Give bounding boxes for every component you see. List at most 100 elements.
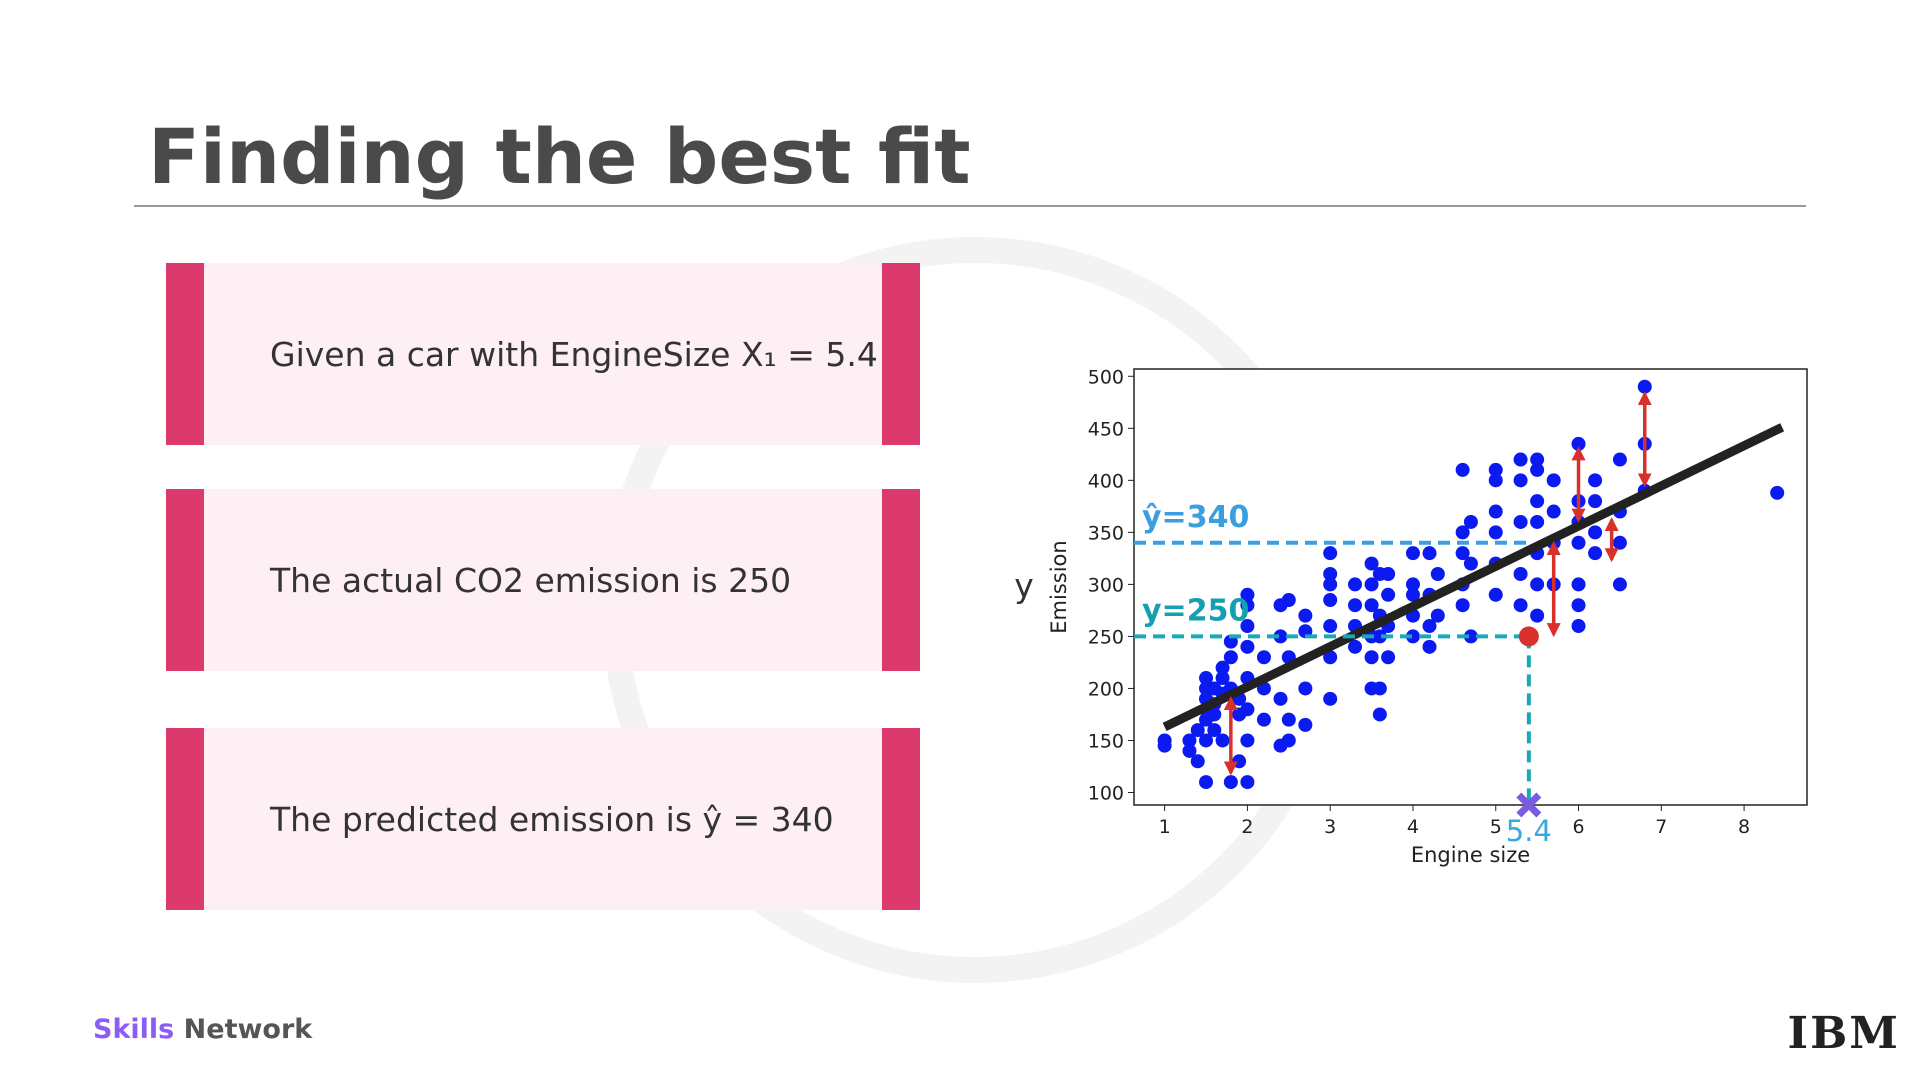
x-marker xyxy=(1516,792,1542,818)
y-tick-label: 250 xyxy=(1088,626,1124,648)
y-tick-label: 100 xyxy=(1088,783,1124,805)
point xyxy=(1588,473,1603,488)
x-tick-label: 2 xyxy=(1241,816,1253,838)
point xyxy=(1612,452,1627,467)
point xyxy=(1372,629,1387,644)
point xyxy=(1637,379,1652,394)
point xyxy=(1588,494,1603,509)
point xyxy=(1364,650,1379,665)
point xyxy=(1157,738,1172,753)
actual-point xyxy=(1518,626,1539,647)
point xyxy=(1281,593,1296,608)
point xyxy=(1546,473,1561,488)
point xyxy=(1612,577,1627,592)
point xyxy=(1240,733,1255,748)
point xyxy=(1298,681,1313,696)
point xyxy=(1240,775,1255,790)
x-marker-label: 5.4 xyxy=(1506,814,1552,848)
point xyxy=(1488,473,1503,488)
brand-network: Network xyxy=(183,1014,313,1045)
x-tick-label: 7 xyxy=(1655,816,1667,838)
ibm-logo: IBM xyxy=(1787,1008,1900,1059)
point xyxy=(1215,660,1230,675)
point xyxy=(1430,566,1445,581)
y-tick-label: 150 xyxy=(1088,730,1124,752)
point xyxy=(1455,525,1470,540)
info-box: The actual CO2 emission is 250 xyxy=(166,489,920,671)
x-tick-label: 3 xyxy=(1324,816,1336,838)
point xyxy=(1488,525,1503,540)
point xyxy=(1348,577,1363,592)
point xyxy=(1513,566,1528,581)
slide-title: Finding the best fit xyxy=(148,112,971,201)
point xyxy=(1488,587,1503,602)
point xyxy=(1199,733,1214,748)
point xyxy=(1405,577,1420,592)
point xyxy=(1273,691,1288,706)
point xyxy=(1612,535,1627,550)
point xyxy=(1323,566,1338,581)
y-axis-label: Emission xyxy=(1047,540,1071,633)
point xyxy=(1281,733,1296,748)
y-tick-label: 500 xyxy=(1088,366,1124,388)
point xyxy=(1513,514,1528,529)
point xyxy=(1463,514,1478,529)
point xyxy=(1182,733,1197,748)
point xyxy=(1381,587,1396,602)
y-tick-label: 200 xyxy=(1088,678,1124,700)
point xyxy=(1298,608,1313,623)
y-tick-label: 450 xyxy=(1088,418,1124,440)
y-tick-label: 400 xyxy=(1088,470,1124,492)
point xyxy=(1513,452,1528,467)
point xyxy=(1571,598,1586,613)
point xyxy=(1546,504,1561,519)
point xyxy=(1455,546,1470,561)
point xyxy=(1430,608,1445,623)
point xyxy=(1530,577,1545,592)
point xyxy=(1530,608,1545,623)
point xyxy=(1422,546,1437,561)
x-tick-label: 6 xyxy=(1572,816,1584,838)
point xyxy=(1240,587,1255,602)
point xyxy=(1405,546,1420,561)
point xyxy=(1588,546,1603,561)
title-rule xyxy=(134,205,1806,207)
point xyxy=(1207,707,1222,722)
point xyxy=(1256,712,1271,727)
point xyxy=(1215,733,1230,748)
point xyxy=(1240,639,1255,654)
point xyxy=(1348,639,1363,654)
point xyxy=(1422,639,1437,654)
point xyxy=(1256,650,1271,665)
point xyxy=(1215,671,1230,686)
point xyxy=(1488,504,1503,519)
point xyxy=(1571,436,1586,451)
point xyxy=(1381,650,1396,665)
point xyxy=(1199,775,1214,790)
y-tick-label: 350 xyxy=(1088,522,1124,544)
point xyxy=(1372,707,1387,722)
info-box: Given a car with EngineSize X₁ = 5.4 xyxy=(166,263,920,445)
point xyxy=(1190,754,1205,769)
point xyxy=(1513,473,1528,488)
point xyxy=(1364,598,1379,613)
point xyxy=(1298,717,1313,732)
point xyxy=(1207,723,1222,738)
x-tick-label: 4 xyxy=(1407,816,1419,838)
x-tick-label: 1 xyxy=(1159,816,1171,838)
x-axis-label: Engine size xyxy=(1411,843,1530,867)
point xyxy=(1199,671,1214,686)
point xyxy=(1323,577,1338,592)
point xyxy=(1588,525,1603,540)
point xyxy=(1323,619,1338,634)
point xyxy=(1405,629,1420,644)
point xyxy=(1323,650,1338,665)
point xyxy=(1455,598,1470,613)
point xyxy=(1571,619,1586,634)
actual-label: y=250 xyxy=(1142,593,1249,628)
plot-frame xyxy=(1133,368,1808,806)
point xyxy=(1530,452,1545,467)
brand-skills: Skills xyxy=(93,1014,175,1045)
point xyxy=(1455,462,1470,477)
